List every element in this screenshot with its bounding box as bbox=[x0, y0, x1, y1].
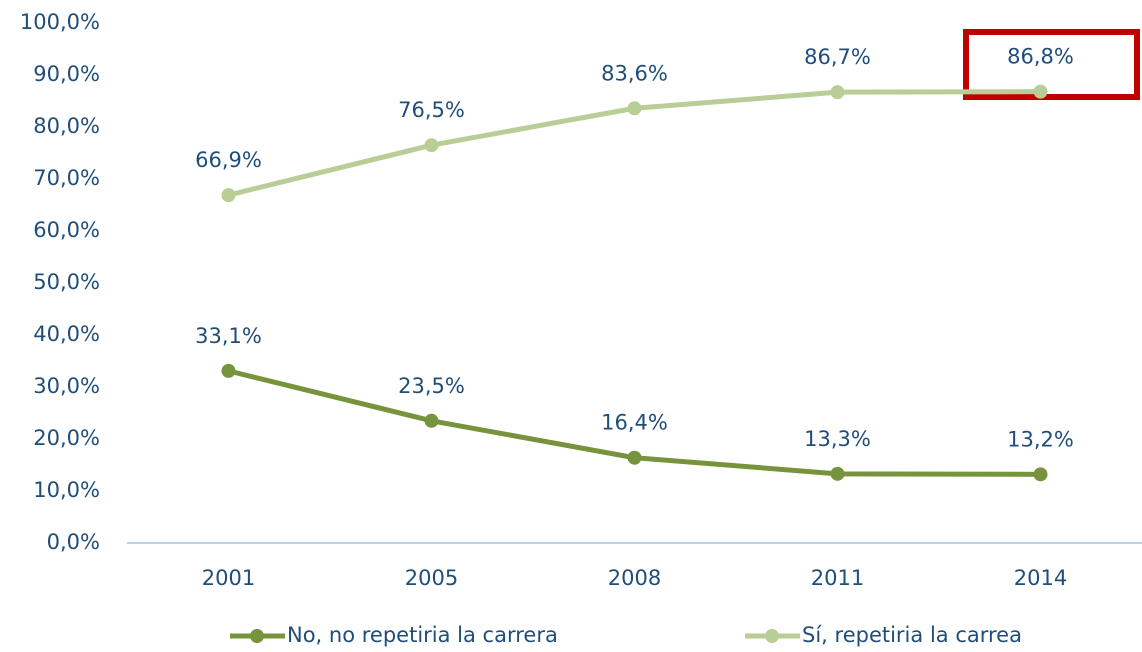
data-label: 66,9% bbox=[195, 148, 262, 172]
data-point bbox=[627, 101, 642, 116]
data-label: 13,3% bbox=[804, 427, 871, 451]
y-tick-label: 80,0% bbox=[33, 114, 100, 138]
data-label: 76,5% bbox=[398, 98, 465, 122]
data-point bbox=[627, 450, 642, 465]
y-tick-label: 90,0% bbox=[33, 62, 100, 86]
data-point bbox=[424, 138, 439, 153]
legend-marker bbox=[250, 629, 264, 643]
data-label: 23,5% bbox=[398, 374, 465, 398]
data-label: 86,7% bbox=[804, 45, 871, 69]
data-label: 83,6% bbox=[601, 61, 668, 85]
y-tick-label: 60,0% bbox=[33, 218, 100, 242]
data-label: 16,4% bbox=[601, 411, 668, 435]
x-tick-label: 2014 bbox=[1014, 566, 1067, 590]
data-label: 33,1% bbox=[195, 324, 262, 348]
data-point bbox=[1033, 84, 1048, 99]
y-tick-label: 30,0% bbox=[33, 374, 100, 398]
x-tick-label: 2001 bbox=[202, 566, 255, 590]
x-tick-label: 2011 bbox=[811, 566, 864, 590]
legend-label: Sí, repetiria la carrea bbox=[802, 623, 1022, 647]
legend-marker bbox=[765, 629, 779, 643]
data-point bbox=[830, 85, 845, 100]
y-tick-label: 20,0% bbox=[33, 426, 100, 450]
data-point bbox=[1033, 467, 1048, 482]
data-point bbox=[424, 413, 439, 428]
y-tick-label: 50,0% bbox=[33, 270, 100, 294]
legend-label: No, no repetiria la carrera bbox=[287, 623, 558, 647]
data-point bbox=[221, 363, 236, 378]
data-label: 13,2% bbox=[1007, 427, 1074, 451]
y-tick-label: 40,0% bbox=[33, 322, 100, 346]
y-tick-label: 10,0% bbox=[33, 478, 100, 502]
x-tick-label: 2005 bbox=[405, 566, 458, 590]
y-tick-label: 0,0% bbox=[47, 530, 100, 554]
y-tick-label: 100,0% bbox=[20, 10, 100, 34]
data-label: 86,8% bbox=[1007, 45, 1074, 69]
data-point bbox=[221, 188, 236, 203]
x-tick-label: 2008 bbox=[608, 566, 661, 590]
highlight-box bbox=[963, 29, 1140, 100]
y-tick-label: 70,0% bbox=[33, 166, 100, 190]
data-point bbox=[830, 466, 845, 481]
